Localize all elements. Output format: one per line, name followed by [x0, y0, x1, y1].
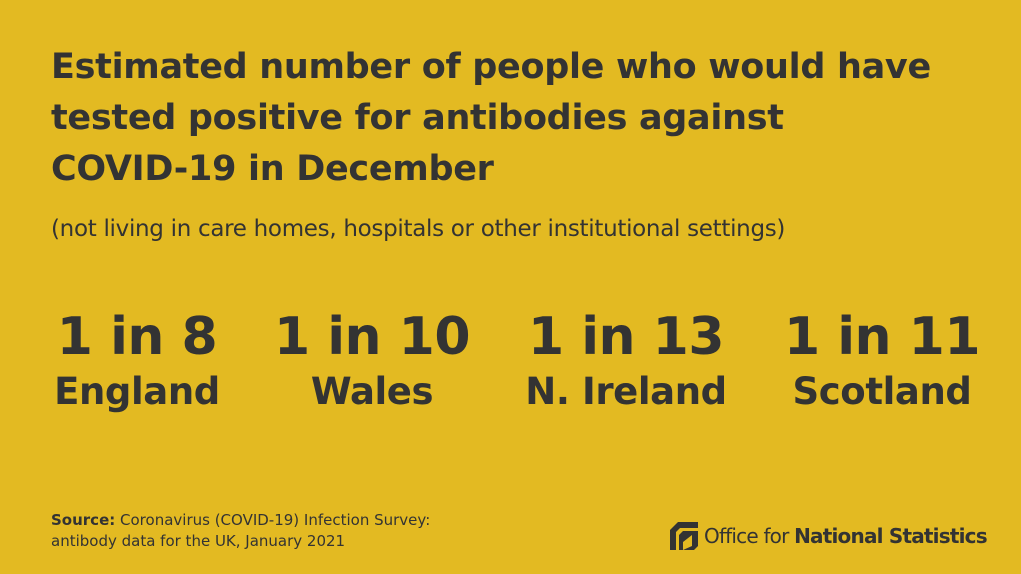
title-line-3: COVID-19 in December [51, 149, 494, 189]
page-title: Estimated number of people who would hav… [51, 42, 991, 195]
stat-label: Scotland [792, 370, 972, 413]
stat-value: 1 in 13 [527, 307, 725, 367]
source-line-2: antibody data for the UK, January 2021 [51, 532, 346, 550]
logo-text-bold: National Statistics [794, 524, 988, 548]
stat-value: 1 in 10 [273, 307, 471, 367]
stat-england: 1 in 8 England [7, 305, 267, 415]
ons-logo-icon [670, 522, 698, 550]
stat-value: 1 in 8 [56, 307, 218, 367]
source-note: Source: Coronavirus (COVID-19) Infection… [51, 510, 531, 552]
stat-scotland: 1 in 11 Scotland [752, 305, 1012, 415]
logo-text-plain: Office for [704, 524, 795, 548]
stat-n-ireland: 1 in 13 N. Ireland [496, 305, 756, 415]
ons-logo: Office for National Statistics [670, 520, 988, 552]
stat-wales: 1 in 10 Wales [242, 305, 502, 415]
stat-value: 1 in 11 [783, 307, 981, 367]
ons-logo-text: Office for National Statistics [704, 524, 988, 548]
source-label: Source: [51, 511, 116, 529]
title-line-2: tested positive for antibodies against [51, 98, 784, 138]
stat-label: N. Ireland [525, 370, 727, 413]
title-line-1: Estimated number of people who would hav… [51, 47, 931, 87]
stat-label: Wales [310, 370, 434, 413]
source-line-1: Coronavirus (COVID-19) Infection Survey: [120, 511, 431, 529]
stat-label: England [54, 370, 220, 413]
subtitle: (not living in care homes, hospitals or … [51, 216, 786, 242]
